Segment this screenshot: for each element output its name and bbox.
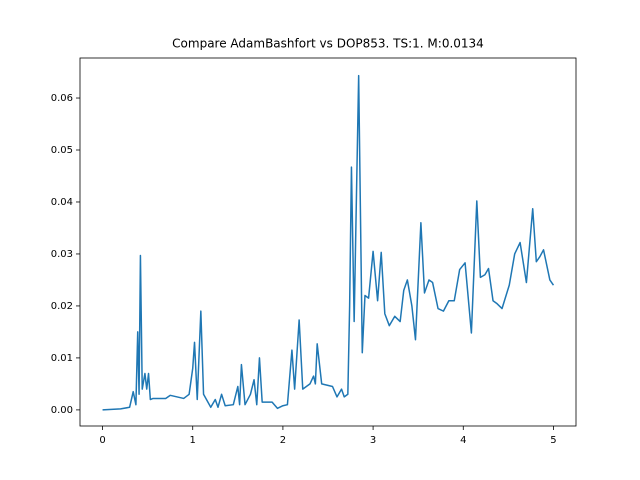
y-tick-label: 0.06	[51, 93, 73, 104]
y-tick-label: 0.04	[51, 197, 73, 208]
y-tick-label: 0.02	[51, 301, 73, 312]
x-tick-label: 5	[550, 435, 556, 446]
plot-frame	[79, 57, 577, 427]
y-tick-label: 0.03	[51, 249, 73, 260]
line-series	[102, 74, 555, 411]
x-tick-label: 2	[280, 435, 286, 446]
x-tick-label: 4	[460, 435, 466, 446]
y-tick-label: 0.01	[51, 353, 73, 364]
x-tick-label: 3	[370, 435, 376, 446]
y-tick-label: 0.00	[51, 405, 73, 416]
y-tick-label: 0.05	[51, 145, 73, 156]
x-tick-label: 1	[190, 435, 196, 446]
x-tick-label: 0	[99, 435, 105, 446]
chart-title: Compare AdamBashfort vs DOP853. TS:1. M:…	[172, 37, 484, 51]
